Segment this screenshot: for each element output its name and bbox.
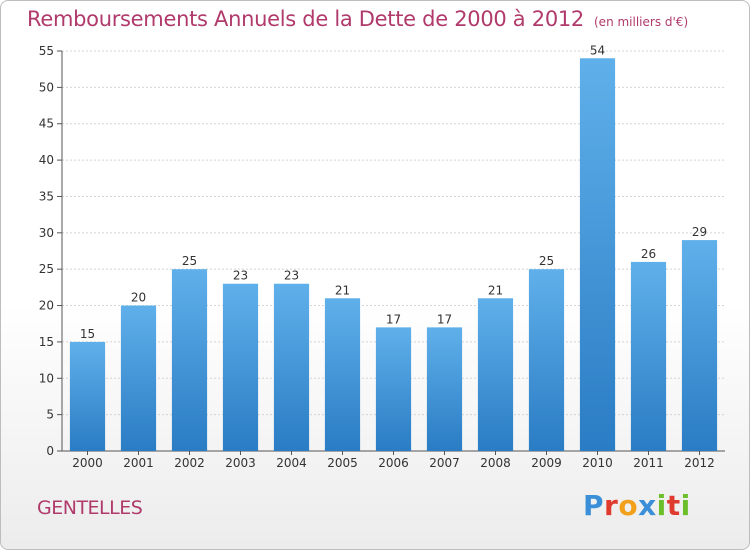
- x-tick-label: 2004: [276, 456, 307, 470]
- data-label: 26: [641, 247, 656, 261]
- chart-unit: (en milliers d'€): [594, 15, 689, 29]
- x-tick-label: 2001: [123, 456, 154, 470]
- bar: [528, 269, 565, 451]
- proxiti-logo: Proxiti: [583, 489, 691, 522]
- data-label: 25: [539, 254, 554, 268]
- y-tick-label: 15: [39, 335, 54, 349]
- data-label: 20: [131, 291, 146, 305]
- data-label: 29: [692, 225, 707, 239]
- bar: [630, 261, 667, 451]
- x-tick-label: 2008: [480, 456, 511, 470]
- logo-letter: x: [638, 489, 657, 522]
- data-label: 17: [386, 312, 401, 326]
- y-tick-label: 35: [39, 189, 54, 203]
- bar: [375, 327, 412, 451]
- bar: [171, 269, 208, 451]
- commune-name: GENTELLES: [37, 497, 143, 519]
- data-label: 25: [182, 254, 197, 268]
- logo-letter: P: [583, 489, 605, 522]
- data-label: 17: [437, 312, 452, 326]
- x-tick-label: 2003: [225, 456, 256, 470]
- x-tick-label: 2005: [327, 456, 358, 470]
- labels: 0 5 10 15 20 25 30 35 40 45 50 55 2000 15 2001 20 2002 25…: [39, 43, 715, 470]
- x-tick-label: 2000: [72, 456, 103, 470]
- x-tick-label: 2002: [174, 456, 205, 470]
- logo-letter: i: [656, 489, 667, 522]
- data-label: 21: [335, 283, 350, 297]
- y-tick-label: 20: [39, 299, 54, 313]
- x-tick-label: 2006: [378, 456, 409, 470]
- bar: [579, 58, 616, 451]
- y-tick-label: 50: [39, 80, 54, 94]
- bar: [273, 283, 310, 451]
- y-tick-label: 45: [39, 117, 54, 131]
- chart-title: Remboursements Annuels de la Dette de 20…: [27, 7, 688, 31]
- y-tick-label: 0: [46, 444, 54, 458]
- y-tick-label: 25: [39, 262, 54, 276]
- bar: [324, 298, 361, 451]
- bars: [69, 58, 718, 451]
- x-tick-label: 2007: [429, 456, 460, 470]
- x-tick-label: 2010: [582, 456, 613, 470]
- data-label: 54: [590, 43, 605, 57]
- logo-letter: t: [666, 489, 681, 522]
- data-label: 15: [80, 327, 95, 341]
- bar: [69, 341, 106, 451]
- bar: [477, 298, 514, 451]
- data-label: 21: [488, 283, 503, 297]
- data-label: 23: [284, 269, 299, 283]
- logo-letter: i: [680, 489, 691, 522]
- y-tick-label: 40: [39, 153, 54, 167]
- y-tick-label: 10: [39, 371, 54, 385]
- y-tick-label: 30: [39, 226, 54, 240]
- logo-letter: o: [618, 489, 639, 522]
- x-tick-label: 2011: [633, 456, 664, 470]
- x-tick-label: 2009: [531, 456, 562, 470]
- logo-letter: r: [604, 489, 619, 522]
- bar: [222, 283, 259, 451]
- bar: [426, 327, 463, 451]
- bar: [120, 305, 157, 451]
- chart-title-text: Remboursements Annuels de la Dette de 20…: [27, 7, 584, 31]
- y-tick-label: 5: [46, 408, 54, 422]
- bar: [681, 240, 718, 451]
- data-label: 23: [233, 269, 248, 283]
- x-tick-label: 2012: [684, 456, 715, 470]
- y-tick-label: 55: [39, 44, 54, 58]
